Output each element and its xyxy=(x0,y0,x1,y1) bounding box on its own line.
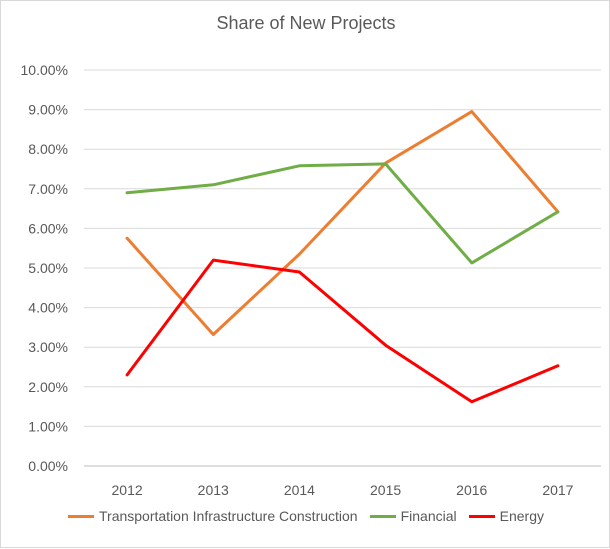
chart-title: Share of New Projects xyxy=(216,13,396,33)
x-tick-label: 2015 xyxy=(370,482,401,498)
series-line-transportation-infrastructure-construction xyxy=(125,110,560,336)
legend-item: Transportation Infrastructure Constructi… xyxy=(68,508,358,524)
legend: Transportation Infrastructure Constructi… xyxy=(1,508,610,524)
y-tick-label: 5.00% xyxy=(28,260,68,276)
legend-label: Transportation Infrastructure Constructi… xyxy=(99,508,358,524)
x-tick-label: 2016 xyxy=(456,482,487,498)
y-tick-label: 9.00% xyxy=(28,102,68,118)
y-tick-label: 7.00% xyxy=(28,181,68,197)
y-axis: 0.00% 1.00% 2.00% 3.00% 4.00% 5.00% 6.00% 7.00%… xyxy=(21,62,68,474)
gridlines xyxy=(84,69,601,467)
y-tick-label: 4.00% xyxy=(28,300,68,316)
x-tick-label: 2013 xyxy=(198,482,229,498)
y-tick-label: 8.00% xyxy=(28,141,68,157)
x-tick-label: 2012 xyxy=(112,482,143,498)
y-tick-label: 2.00% xyxy=(28,379,68,395)
legend-item: Financial xyxy=(369,508,457,524)
y-tick-label: 10.00% xyxy=(21,62,68,78)
y-tick-label: 0.00% xyxy=(28,458,68,474)
series-lines xyxy=(125,110,560,404)
y-tick-label: 3.00% xyxy=(28,339,68,355)
legend-label: Financial xyxy=(400,508,457,524)
legend-item: Energy xyxy=(468,508,544,524)
legend-label: Energy xyxy=(499,508,544,524)
series-line-financial xyxy=(125,162,560,265)
x-tick-label: 2017 xyxy=(542,482,573,498)
legend-swatch xyxy=(68,514,94,518)
series-line-energy xyxy=(125,258,560,404)
y-tick-label: 1.00% xyxy=(28,418,68,434)
x-axis: 2012 2013 2014 2015 2016 2017 xyxy=(112,482,574,498)
legend-swatch xyxy=(468,514,495,518)
y-tick-label: 6.00% xyxy=(28,220,68,236)
legend-swatch xyxy=(369,514,396,518)
x-tick-label: 2014 xyxy=(284,482,315,498)
